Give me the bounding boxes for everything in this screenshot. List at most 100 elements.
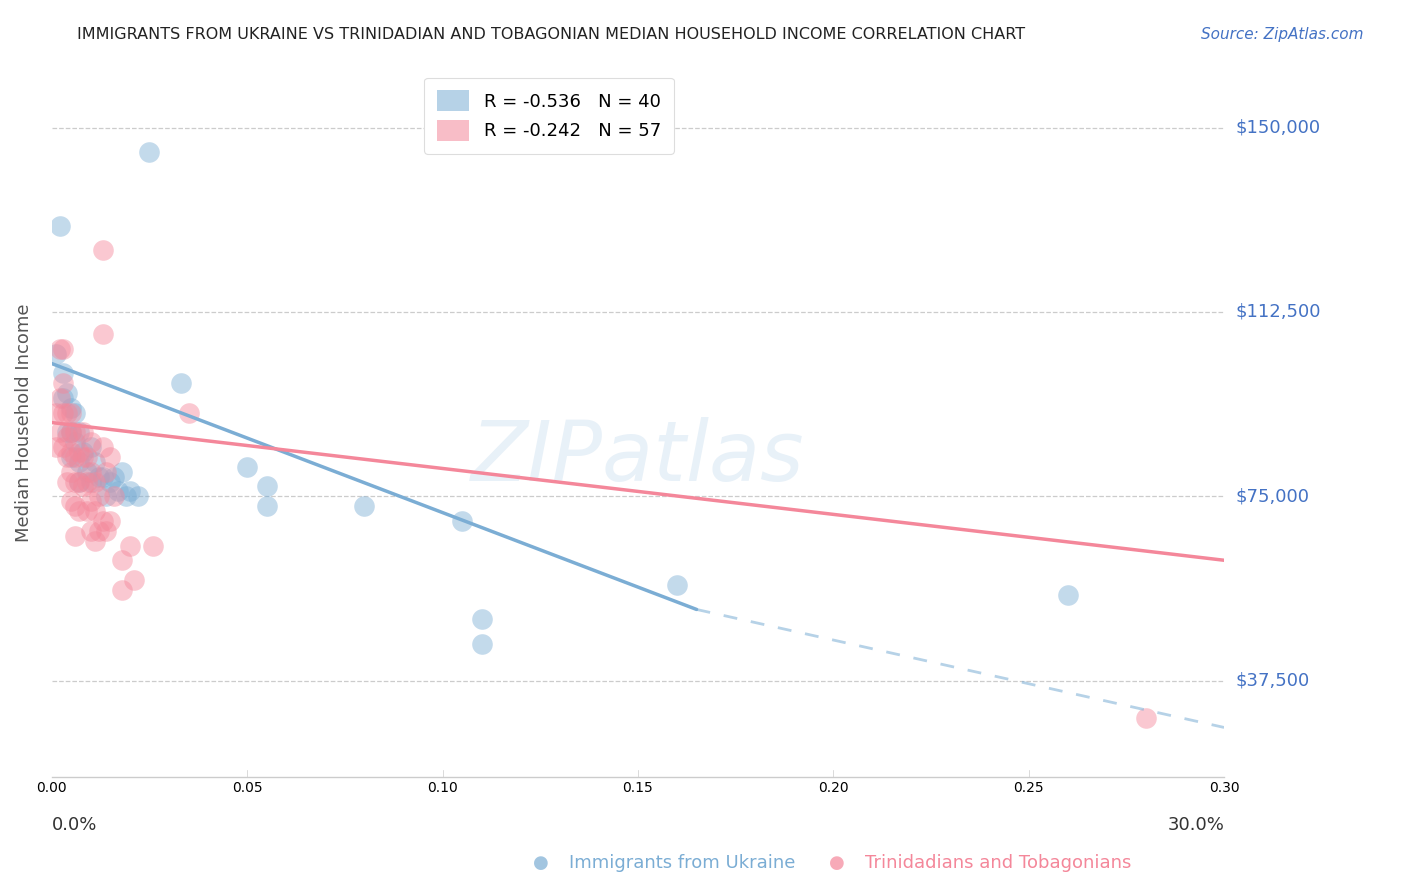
Point [48, 342, 70, 356]
Point [56, 406, 79, 420]
Point [122, 573, 145, 587]
Text: $37,500: $37,500 [1236, 672, 1309, 690]
Point [63, 475, 86, 489]
Point [98, 514, 121, 528]
Point [52, 376, 75, 391]
Point [76, 450, 98, 464]
Text: ●: ● [533, 855, 550, 872]
Point [142, 539, 165, 553]
Point [91, 440, 114, 454]
Point [103, 489, 125, 503]
Point [80, 435, 103, 450]
Point [67, 504, 90, 518]
Point [60, 445, 83, 459]
Point [56, 430, 79, 444]
Point [60, 465, 83, 479]
Point [87, 469, 110, 483]
Point [76, 465, 98, 479]
Point [60, 494, 83, 508]
Point [72, 450, 94, 464]
Point [67, 475, 90, 489]
Point [67, 445, 90, 459]
Point [63, 450, 86, 464]
Point [1135, 711, 1157, 725]
Point [80, 524, 103, 538]
Point [103, 469, 125, 483]
Point [91, 469, 114, 483]
Point [60, 401, 83, 415]
Point [63, 499, 86, 513]
Point [67, 475, 90, 489]
Text: Trinidadians and Tobagonians: Trinidadians and Tobagonians [865, 855, 1130, 872]
Text: Source: ZipAtlas.com: Source: ZipAtlas.com [1201, 27, 1364, 42]
Point [256, 479, 278, 493]
Text: IMMIGRANTS FROM UKRAINE VS TRINIDADIAN AND TOBAGONIAN MEDIAN HOUSEHOLD INCOME CO: IMMIGRANTS FROM UKRAINE VS TRINIDADIAN A… [77, 27, 1025, 42]
Point [56, 386, 79, 401]
Point [127, 489, 149, 503]
Point [80, 465, 103, 479]
Point [96, 489, 118, 503]
Point [170, 376, 193, 391]
Point [1056, 588, 1078, 602]
Point [138, 145, 160, 160]
Text: $75,000: $75,000 [1236, 487, 1309, 506]
Point [48, 219, 70, 233]
Point [56, 450, 79, 464]
Point [91, 327, 114, 342]
Text: 0.0%: 0.0% [52, 815, 97, 833]
Point [45, 406, 67, 420]
Point [177, 406, 200, 420]
Point [72, 445, 94, 459]
Point [91, 514, 114, 528]
Point [80, 494, 103, 508]
Point [111, 553, 134, 567]
Point [63, 406, 86, 420]
Point [80, 440, 103, 454]
Point [72, 425, 94, 440]
Point [67, 425, 90, 440]
Point [63, 435, 86, 450]
Point [52, 391, 75, 405]
Point [52, 342, 75, 356]
Point [60, 425, 83, 440]
Point [76, 475, 98, 489]
Point [60, 450, 83, 464]
Point [80, 475, 103, 489]
Point [63, 529, 86, 543]
Point [98, 450, 121, 464]
Point [256, 499, 278, 513]
Text: $150,000: $150,000 [1236, 119, 1320, 136]
Point [67, 455, 90, 469]
Text: $112,500: $112,500 [1236, 303, 1320, 321]
Point [60, 406, 83, 420]
Point [111, 582, 134, 597]
Point [56, 475, 79, 489]
Point [72, 479, 94, 493]
Point [52, 406, 75, 420]
Point [45, 347, 67, 361]
Point [60, 425, 83, 440]
Y-axis label: Median Household Income: Median Household Income [15, 303, 32, 541]
Text: ZIPatlas: ZIPatlas [471, 417, 804, 499]
Point [471, 637, 494, 651]
Point [666, 578, 689, 592]
Point [48, 425, 70, 440]
Point [98, 475, 121, 489]
Text: 30.0%: 30.0% [1167, 815, 1225, 833]
Point [118, 484, 141, 499]
Point [107, 484, 129, 499]
Point [115, 489, 138, 503]
Point [83, 533, 105, 548]
Legend: R = -0.536   N = 40, R = -0.242   N = 57: R = -0.536 N = 40, R = -0.242 N = 57 [425, 78, 673, 153]
Point [236, 459, 259, 474]
Point [111, 465, 134, 479]
Text: ●: ● [828, 855, 845, 872]
Point [96, 465, 118, 479]
Point [83, 455, 105, 469]
Point [87, 524, 110, 538]
Point [45, 440, 67, 454]
Point [451, 514, 474, 528]
Point [52, 440, 75, 454]
Text: Immigrants from Ukraine: Immigrants from Ukraine [569, 855, 796, 872]
Point [96, 524, 118, 538]
